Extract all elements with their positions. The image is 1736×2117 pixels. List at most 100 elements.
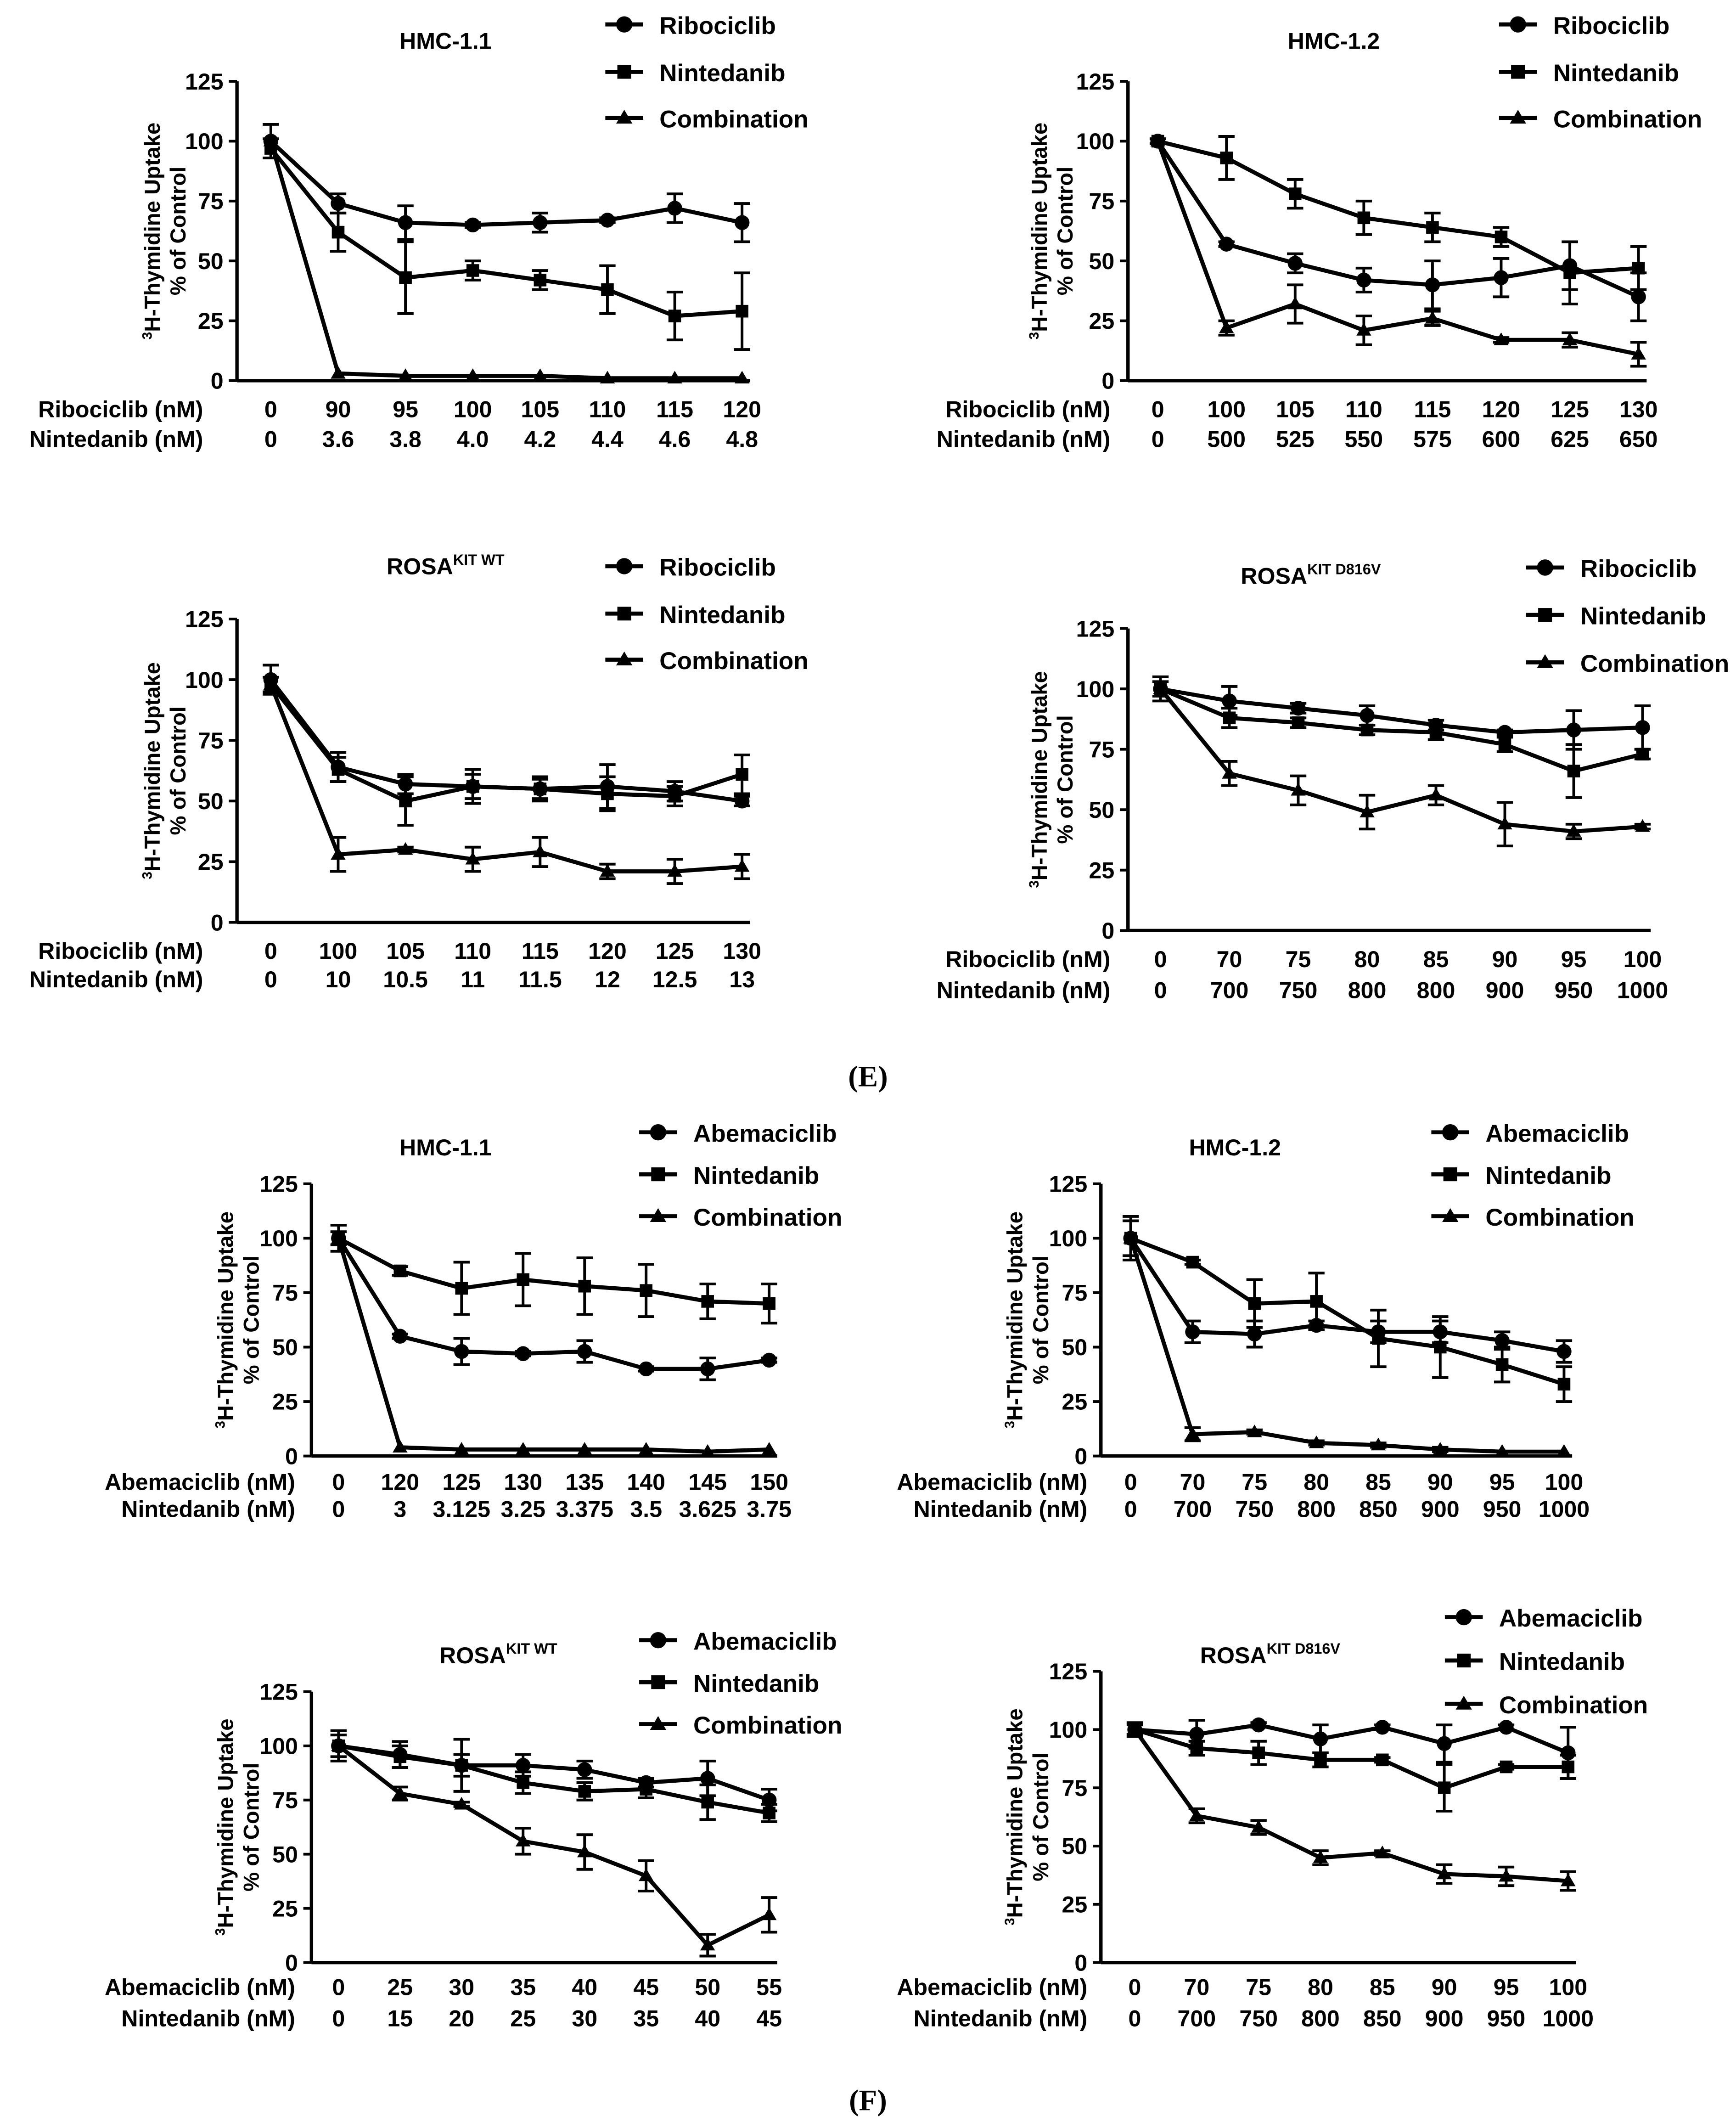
x-tick-label: 700 <box>1210 978 1249 1003</box>
y-axis-label-main: H-Thymidine Uptake <box>1003 1211 1027 1421</box>
data-point <box>1433 1442 1448 1455</box>
x-tick-label: 75 <box>1246 1974 1271 2000</box>
x-tick-label: 45 <box>633 1974 659 2000</box>
data-point <box>1356 323 1371 336</box>
data-point <box>1376 1753 1389 1767</box>
chart-title-main: ROSA <box>1241 563 1307 589</box>
data-point <box>466 264 479 277</box>
x-tick-label: 1000 <box>1617 978 1669 1003</box>
data-point <box>600 864 615 877</box>
x-row-label: Ribociclib (nM) <box>945 946 1110 972</box>
x-tick-label: 700 <box>1178 2005 1216 2031</box>
x-tick-label: 110 <box>1345 397 1382 422</box>
data-point <box>600 371 615 384</box>
series-line <box>337 1744 770 1948</box>
x-tick-label: 125 <box>656 938 694 964</box>
data-point <box>1360 723 1374 737</box>
data-point <box>1222 766 1237 779</box>
x-tick-label: 4.0 <box>457 426 489 452</box>
data-point <box>667 864 682 877</box>
x-tick-label: 25 <box>510 2005 536 2031</box>
data-point <box>1566 824 1581 837</box>
x-tick-label: 105 <box>1276 397 1315 422</box>
y-tick-label: 0 <box>1074 1443 1087 1469</box>
data-point <box>1291 701 1306 716</box>
data-point <box>465 368 480 381</box>
data-point <box>455 1759 468 1772</box>
y-tick-label: 75 <box>272 1787 298 1813</box>
legend-label: Nintedanib <box>1499 1649 1625 1676</box>
panel-label-e: (E) <box>848 1060 888 1093</box>
chart-title-main: HMC-1.1 <box>399 1135 492 1160</box>
data-point <box>263 134 279 146</box>
x-tick-label: 750 <box>1279 978 1318 1003</box>
series-combination <box>331 1231 777 1457</box>
x-row-label: Ribociclib (nM) <box>38 397 203 422</box>
y-axis-label-main: H-Thymidine Uptake <box>213 1211 237 1421</box>
series-combination <box>1153 681 1651 848</box>
series-line <box>1134 1728 1568 1790</box>
x-tick-label: 85 <box>1370 1974 1395 2000</box>
x-tick-label: 850 <box>1359 1496 1398 1522</box>
y-tick-label: 125 <box>1076 616 1115 642</box>
y-axis-label-line2: % of Control <box>1028 1256 1053 1384</box>
y-tick-label: 75 <box>1089 188 1115 214</box>
x-tick-label: 120 <box>588 938 627 964</box>
data-point <box>466 780 479 793</box>
data-point <box>534 274 547 287</box>
series-nintedanib <box>330 1230 777 1325</box>
chart-6: HMC-1.2 3H-Thymidine Uptake% of Control 0 2… <box>897 1120 1634 1522</box>
legend-label: Nintedanib <box>693 1162 819 1189</box>
x-tick-label: 90 <box>1427 1469 1453 1495</box>
data-point <box>734 794 750 809</box>
data-point <box>1497 816 1512 830</box>
y-axis-label: 3H-Thymidine Uptake <box>140 123 164 339</box>
y-tick-label: 125 <box>185 69 224 95</box>
data-point <box>1567 765 1580 777</box>
data-point <box>578 1279 591 1293</box>
y-tick-label: 125 <box>1049 1171 1088 1197</box>
legend-marker-square <box>1443 1167 1457 1182</box>
data-point <box>1360 708 1375 723</box>
y-tick-label: 25 <box>1089 857 1115 883</box>
y-tick-label: 75 <box>272 1280 298 1306</box>
data-point <box>455 1282 468 1295</box>
x-tick-label: 120 <box>1482 397 1521 422</box>
x-tick-label: 900 <box>1486 978 1524 1003</box>
legend-marker-circle <box>1537 559 1553 576</box>
y-tick-label: 50 <box>198 788 224 814</box>
y-axis-label-line2: % of Control <box>1028 1752 1053 1881</box>
data-point <box>667 201 682 216</box>
x-tick-label: 800 <box>1417 978 1455 1003</box>
data-point <box>761 1907 777 1920</box>
data-point <box>1310 1295 1323 1308</box>
series-line <box>1157 139 1639 275</box>
data-point <box>1287 296 1303 310</box>
x-tick-label: 1000 <box>1539 1496 1590 1522</box>
x-tick-label: 90 <box>1432 1974 1457 2000</box>
y-axis-label-main: H-Thymidine Uptake <box>213 1718 237 1928</box>
x-tick-label: 90 <box>1492 946 1518 972</box>
y-tick-label: 125 <box>259 1679 298 1705</box>
chart-title: ROSAKIT WT <box>439 1640 557 1668</box>
x-tick-label: 1000 <box>1543 2005 1594 2031</box>
y-tick-label: 100 <box>1049 1226 1088 1251</box>
data-point <box>1561 1745 1576 1761</box>
x-row-label: Nintedanib (nM) <box>121 2005 295 2031</box>
legend-marker-square <box>1511 65 1525 79</box>
x-tick-label: 20 <box>449 2005 474 2031</box>
chart-3: ROSAKIT WT 3H-Thymidine Uptake% of Contro… <box>29 552 809 992</box>
series-line <box>1129 1237 1565 1354</box>
x-tick-label: 575 <box>1413 426 1452 452</box>
data-point <box>399 794 412 808</box>
chart-title: HMC-1.2 <box>1288 28 1380 54</box>
x-tick-label: 35 <box>510 1974 536 2000</box>
data-point <box>1247 1424 1262 1437</box>
data-point <box>1425 277 1440 293</box>
x-row-label: Abemaciclib (nM) <box>897 1469 1087 1495</box>
data-point <box>1360 805 1375 817</box>
y-axis-label-line2: % of Control <box>1053 167 1077 295</box>
x-tick-label: 0 <box>1124 1496 1137 1522</box>
chart-2: HMC-1.2 3H-Thymidine Uptake% of Control 0 2… <box>937 12 1702 452</box>
x-row-label: Nintedanib (nM) <box>937 978 1111 1003</box>
